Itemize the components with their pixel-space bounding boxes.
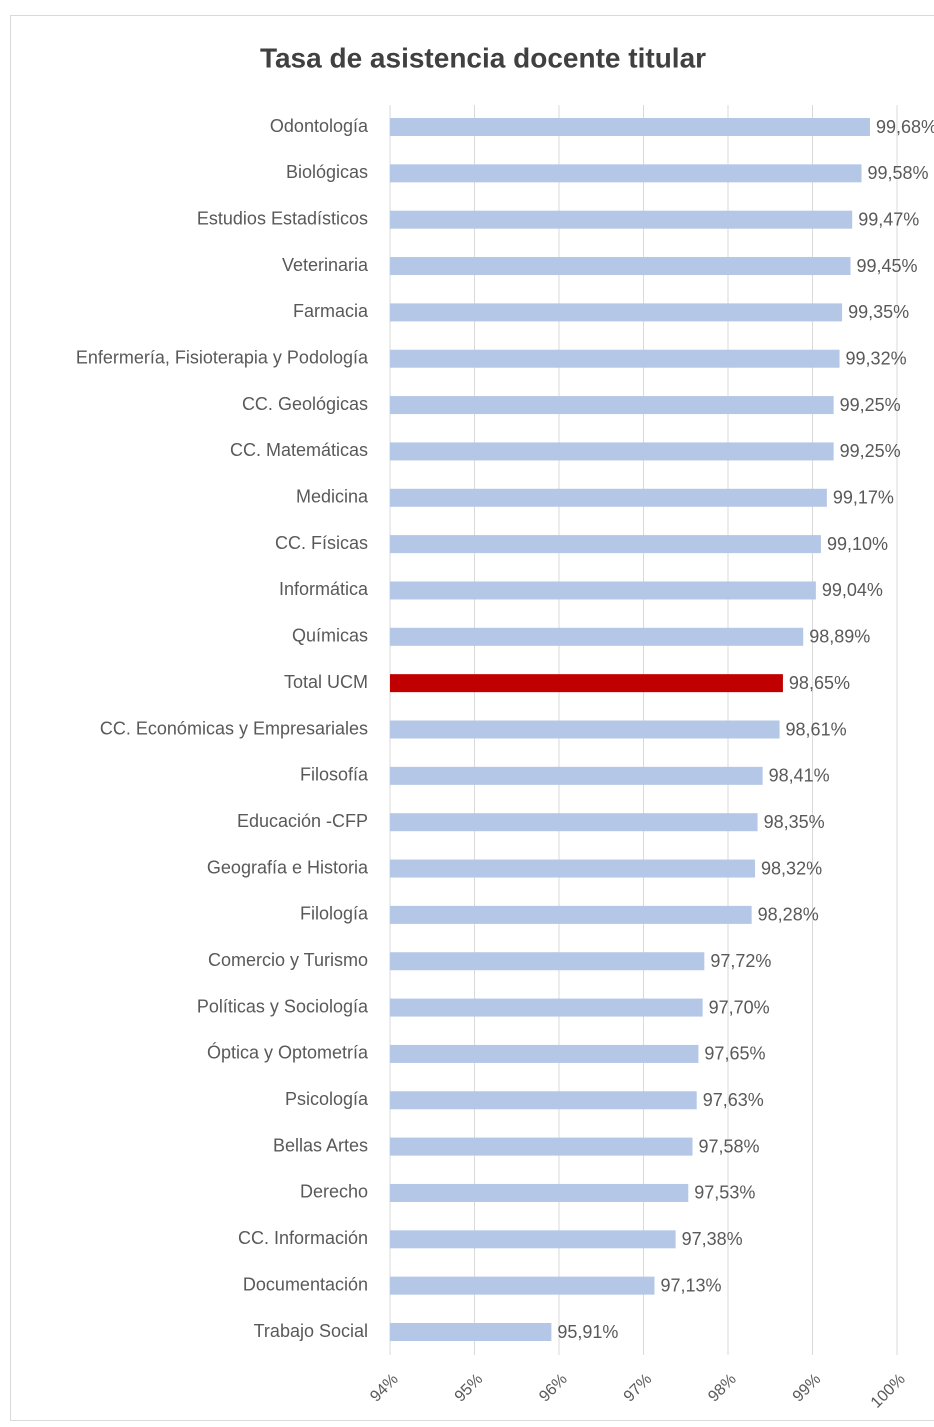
y-tick-label: Geografía e Historia [207, 857, 369, 877]
bar [390, 813, 758, 832]
y-tick-label: Derecho [300, 1182, 368, 1202]
bar [390, 1091, 697, 1110]
data-label: 98,61% [786, 719, 847, 739]
chart-frame [10, 15, 934, 1421]
y-tick-label: Psicología [285, 1089, 369, 1109]
bar [390, 859, 756, 878]
data-label: 99,35% [848, 302, 909, 322]
bar [390, 720, 780, 739]
data-label: 98,65% [789, 673, 850, 693]
bar [390, 396, 834, 415]
data-label: 99,10% [827, 534, 888, 554]
y-tick-label: Filosofía [300, 765, 369, 785]
bar [390, 581, 816, 600]
y-tick-label: CC. Información [238, 1228, 368, 1248]
bar [390, 674, 783, 693]
y-tick-label: Total UCM [284, 672, 368, 692]
y-tick-label: Educación -CFP [237, 811, 368, 831]
data-label: 98,41% [769, 766, 830, 786]
bar [390, 952, 705, 971]
data-label: 97,72% [710, 951, 771, 971]
bar [390, 349, 840, 368]
bar [390, 257, 851, 276]
bar [390, 1183, 689, 1202]
data-label: 99,04% [822, 580, 883, 600]
bar [390, 1044, 699, 1063]
y-tick-label: CC. Físicas [275, 533, 368, 553]
bar [390, 164, 862, 183]
data-label: 97,63% [703, 1090, 764, 1110]
bar [390, 1137, 693, 1156]
data-label: 99,47% [858, 209, 919, 229]
x-tick-label: 99% [790, 1371, 825, 1406]
bar [390, 210, 853, 229]
data-label: 99,25% [840, 395, 901, 415]
bar [390, 627, 804, 646]
y-tick-label: CC. Económicas y Empresariales [100, 718, 368, 738]
bar [390, 998, 703, 1017]
data-label: 99,58% [868, 163, 929, 183]
y-tick-label: Químicas [292, 626, 368, 646]
data-label: 99,32% [846, 348, 907, 368]
y-tick-label: Trabajo Social [254, 1321, 368, 1341]
y-tick-label: Farmacia [293, 301, 369, 321]
y-tick-label: Bellas Artes [273, 1135, 368, 1155]
data-label: 95,91% [557, 1322, 618, 1342]
data-label: 98,89% [809, 627, 870, 647]
bar [390, 488, 827, 507]
bar [390, 1276, 655, 1295]
y-tick-label: Estudios Estadísticos [197, 208, 368, 228]
y-tick-label: Odontología [270, 116, 369, 136]
data-label: 97,53% [694, 1183, 755, 1203]
data-label: 98,35% [764, 812, 825, 832]
data-label: 99,45% [857, 256, 918, 276]
data-label: 98,32% [761, 858, 822, 878]
x-tick-label: 94% [367, 1371, 402, 1406]
bar [390, 905, 752, 924]
y-tick-label: Medicina [296, 487, 369, 507]
x-tick-label: 96% [536, 1371, 571, 1406]
x-tick-label: 100% [868, 1371, 909, 1412]
y-tick-label: Informática [279, 579, 369, 599]
data-label: 98,28% [758, 905, 819, 925]
bar [390, 1323, 552, 1341]
y-tick-label: CC. Geológicas [242, 394, 368, 414]
y-tick-label: Filología [300, 904, 369, 924]
y-tick-label: Documentación [243, 1274, 368, 1294]
data-label: 99,17% [833, 488, 894, 508]
data-label: 99,68% [876, 117, 934, 137]
y-tick-label: Biológicas [286, 162, 368, 182]
y-tick-label: Comercio y Turismo [208, 950, 368, 970]
bar [390, 442, 834, 461]
chart-title: Tasa de asistencia docente titular [260, 42, 706, 73]
bar [390, 1230, 676, 1249]
x-tick-label: 98% [705, 1371, 740, 1406]
x-tick-label: 95% [452, 1371, 487, 1406]
bar [390, 766, 763, 785]
x-tick-label: 97% [621, 1371, 656, 1406]
data-label: 97,38% [682, 1229, 743, 1249]
y-tick-label: Enfermería, Fisioterapia y Podología [76, 347, 369, 367]
data-label: 97,13% [660, 1275, 721, 1295]
bar [390, 118, 870, 136]
data-label: 97,70% [709, 997, 770, 1017]
y-tick-label: Políticas y Sociología [197, 996, 369, 1016]
y-tick-label: Óptica y Optometría [207, 1042, 369, 1063]
bar [390, 535, 821, 554]
y-tick-label: Veterinaria [282, 255, 369, 275]
bar [390, 303, 843, 322]
y-tick-label: CC. Matemáticas [230, 440, 368, 460]
data-label: 97,58% [699, 1136, 760, 1156]
data-label: 99,25% [840, 441, 901, 461]
data-label: 97,65% [704, 1044, 765, 1064]
